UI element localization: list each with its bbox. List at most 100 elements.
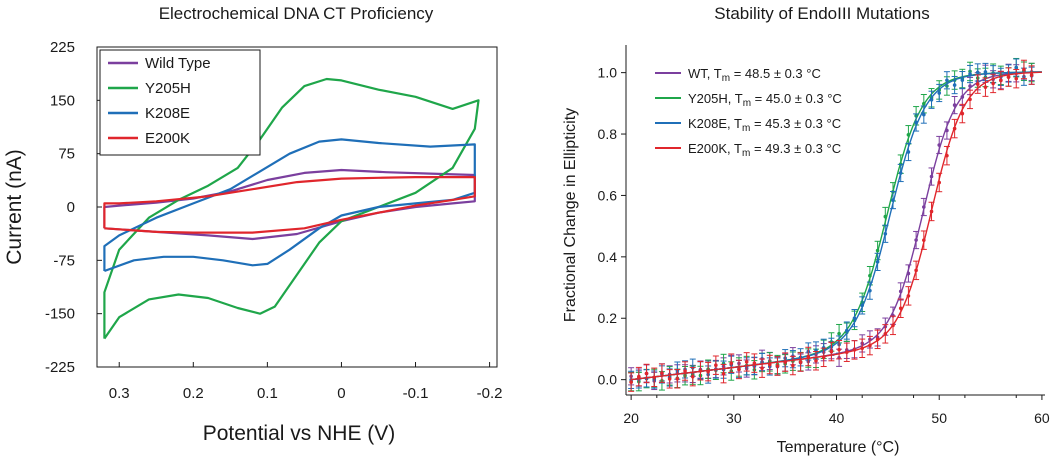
melt-y-tick-label: 0.6 bbox=[598, 187, 618, 203]
melt-data-point bbox=[983, 85, 988, 89]
cv-legend-label: Y205H bbox=[145, 80, 191, 97]
melt-y-tick-label: 0.8 bbox=[598, 126, 618, 142]
melt-data-point bbox=[937, 91, 942, 95]
melt-data-point bbox=[852, 316, 857, 320]
melt-data-point bbox=[690, 374, 695, 379]
melt-data-point bbox=[968, 72, 972, 76]
melt-legend-tm-value: = 45.3 ± 0.3 °C bbox=[754, 116, 841, 131]
melt-data-point bbox=[991, 81, 995, 86]
melt-legend-tm-symbol: T bbox=[714, 66, 722, 81]
melt-data-point bbox=[752, 361, 757, 365]
cv-y-axis-label: Current (nA) bbox=[3, 149, 26, 265]
melt-legend-tm-value: = 45.0 ± 0.3 °C bbox=[755, 91, 842, 106]
melt-data-point bbox=[922, 112, 926, 117]
cv-legend-entry: K208E bbox=[108, 105, 190, 122]
melt-series-k208e bbox=[628, 58, 1042, 389]
melt-legend-label: Y205H, Tm = 45.0 ± 0.3 °C bbox=[688, 91, 842, 109]
melt-x-axis-label: Temperature (°C) bbox=[777, 439, 900, 456]
melt-data-point bbox=[683, 369, 687, 373]
melt-data-point bbox=[760, 366, 764, 370]
cv-y-tick-label: -225 bbox=[45, 359, 75, 376]
melt-legend-entry: K208E, Tm = 45.3 ± 0.3 °C bbox=[655, 116, 841, 134]
melt-x-tick-label: 60 bbox=[1034, 410, 1050, 426]
melt-legend-name: Y205H bbox=[688, 91, 728, 106]
cv-legend-label: E200K bbox=[145, 130, 190, 147]
cv-legend-entry: E200K bbox=[108, 130, 190, 147]
melt-data-point bbox=[721, 371, 726, 376]
cv-y-tick-label: 75 bbox=[58, 146, 75, 163]
cv-legend-label: Wild Type bbox=[145, 55, 211, 72]
cv-x-tick-label: -0.1 bbox=[403, 385, 429, 402]
cv-legend-label: K208E bbox=[145, 105, 190, 122]
melt-legend-tm-sub: m bbox=[722, 73, 730, 84]
melt-data-point bbox=[952, 83, 957, 87]
cv-curves bbox=[103, 77, 480, 340]
melt-data-point bbox=[814, 358, 818, 363]
melt-x-tick-label: 50 bbox=[931, 410, 947, 426]
melt-legend-tm-sub: m bbox=[742, 123, 750, 134]
melt-data-point bbox=[983, 70, 988, 74]
melt-legend-tm-symbol: T bbox=[734, 116, 742, 131]
melt-title: Stability of EndoIII Mutations bbox=[714, 4, 929, 23]
melt-data-point bbox=[806, 354, 811, 359]
cv-x-axis-label: Potential vs NHE (V) bbox=[203, 422, 396, 445]
melt-legend-tm-sub: m bbox=[742, 148, 750, 159]
melt-legend-name: K208E bbox=[688, 116, 727, 131]
melt-data-point bbox=[629, 380, 633, 384]
melt-data-point bbox=[737, 367, 741, 372]
cv-curve-y205h bbox=[103, 77, 480, 340]
melt-data-point bbox=[644, 371, 649, 376]
cv-x-tick-label: 0.2 bbox=[183, 385, 204, 402]
melt-data-point bbox=[775, 364, 780, 368]
melt-data-point bbox=[829, 349, 834, 354]
cv-x-tick-label: 0.1 bbox=[257, 385, 278, 402]
melt-series-wt bbox=[628, 61, 1042, 391]
melt-legend-tm-symbol: T bbox=[734, 141, 742, 156]
melt-data-point bbox=[1029, 73, 1034, 77]
melt-legend-name: WT bbox=[688, 66, 708, 81]
melt-legend-label: WT, Tm = 48.5 ± 0.3 °C bbox=[688, 66, 821, 84]
melt-legend-tm-value: = 49.3 ± 0.3 °C bbox=[754, 141, 841, 156]
melt-legend-label: K208E, Tm = 45.3 ± 0.3 °C bbox=[688, 116, 841, 134]
cv-y-tick-label: 0 bbox=[67, 199, 75, 216]
melt-data-point bbox=[675, 376, 680, 381]
melt-data-point bbox=[945, 78, 949, 83]
cv-legend-entry: Wild Type bbox=[108, 55, 211, 72]
melt-y-tick-label: 0.2 bbox=[598, 310, 618, 326]
melt-legend: WT, Tm = 48.5 ± 0.3 °C Y205H, Tm = 45.0 … bbox=[655, 66, 842, 159]
cv-y-tick-label: -150 bbox=[45, 306, 75, 323]
melt-series-e200k bbox=[628, 59, 1042, 392]
melt-data-point bbox=[837, 347, 841, 352]
melt-x-tick-label: 40 bbox=[829, 410, 845, 426]
melt-data-point bbox=[1014, 76, 1019, 81]
melt-y-ticks: 0.0 0.2 0.4 0.6 0.8 1.0 bbox=[598, 65, 626, 388]
melt-series-y205h bbox=[628, 57, 1042, 392]
melt-data-point bbox=[660, 371, 664, 375]
melt-data-point bbox=[744, 360, 749, 364]
melt-data-point bbox=[637, 374, 641, 379]
melt-x-tick-label: 30 bbox=[726, 410, 742, 426]
melt-data-point bbox=[1014, 65, 1019, 70]
melt-data-point bbox=[975, 70, 980, 75]
melt-legend-entry: Y205H, Tm = 45.0 ± 0.3 °C bbox=[655, 91, 842, 109]
cv-legend: Wild Type Y205H K208E E200K bbox=[99, 49, 261, 156]
melt-fit-curve bbox=[631, 71, 1042, 381]
melt-data-point bbox=[1022, 67, 1026, 72]
melt-legend-label: E200K, Tm = 49.3 ± 0.3 °C bbox=[688, 141, 841, 159]
melt-data-point bbox=[798, 360, 803, 364]
cv-x-tick-label: -0.2 bbox=[477, 385, 503, 402]
melt-legend-tm-symbol: T bbox=[735, 91, 743, 106]
melt-y-axis-label: Fractional Change in Ellipticity bbox=[562, 108, 579, 322]
melt-panel: Stability of EndoIII Mutations 0.0 0.2 0.4… bbox=[562, 4, 1050, 456]
cv-title: Electrochemical DNA CT Proficiency bbox=[159, 4, 434, 23]
melt-data-point bbox=[1006, 75, 1011, 79]
cv-curve-e200k bbox=[103, 176, 476, 234]
melt-legend-entry: WT, Tm = 48.5 ± 0.3 °C bbox=[655, 66, 821, 84]
cv-y-ticks: 225 150 75 0 -75 -150 -225 bbox=[45, 39, 102, 376]
cv-panel: Electrochemical DNA CT Proficiency 225 15… bbox=[3, 4, 503, 445]
melt-legend-entry: E200K, Tm = 49.3 ± 0.3 °C bbox=[655, 141, 841, 159]
melt-y-tick-label: 0.4 bbox=[598, 249, 618, 265]
melt-data-point bbox=[975, 82, 980, 86]
melt-legend-tm-value: = 48.5 ± 0.3 °C bbox=[734, 66, 821, 81]
